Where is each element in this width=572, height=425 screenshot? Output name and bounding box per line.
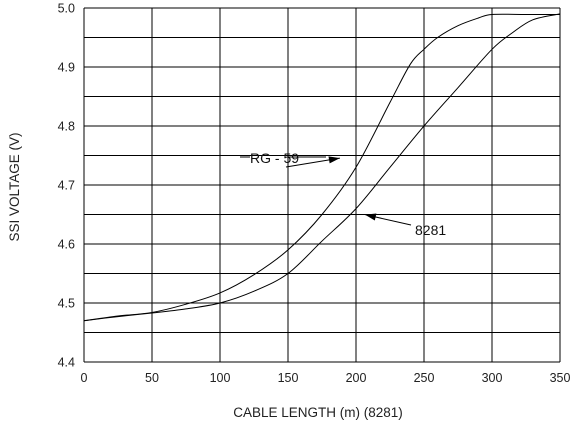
annotation-8281-label: 8281: [415, 222, 446, 238]
annotations: RG - 59 8281: [240, 150, 446, 238]
x-axis-ticks: 0 50 100 150 200 250 300 350: [81, 371, 571, 385]
x-tick-label: 300: [482, 371, 503, 385]
x-tick-label: 200: [346, 371, 367, 385]
annotation-8281-arrowhead: [364, 213, 377, 221]
y-tick-label: 4.5: [58, 297, 75, 311]
y-tick-label: 4.7: [58, 179, 75, 193]
x-tick-label: 150: [278, 371, 299, 385]
series-8281-line: [83, 13, 561, 322]
x-axis-title: CABLE LENGTH (m) (8281): [233, 405, 403, 420]
annotation-rg59-label: RG - 59: [250, 150, 299, 166]
y-axis-ticks: 4.4 4.5 4.6 4.7 4.8 4.9 5.0: [58, 2, 75, 370]
x-tick-label: 350: [550, 371, 571, 385]
grid: [83, 7, 561, 363]
y-tick-label: 4.6: [58, 238, 75, 252]
x-tick-label: 0: [81, 371, 88, 385]
annotation-rg59-arrowhead: [328, 156, 340, 164]
y-tick-label: 4.4: [58, 356, 75, 370]
y-tick-label: 4.9: [58, 61, 75, 75]
series-rg-59-line: [83, 13, 560, 322]
y-tick-label: 4.8: [58, 120, 75, 134]
y-tick-label: 5.0: [58, 2, 75, 16]
y-axis-title: SSI VOLTAGE (V): [7, 132, 22, 241]
x-tick-label: 250: [414, 371, 435, 385]
series-layer: [83, 13, 561, 322]
x-tick-label: 50: [145, 371, 159, 385]
x-tick-label: 100: [210, 371, 231, 385]
